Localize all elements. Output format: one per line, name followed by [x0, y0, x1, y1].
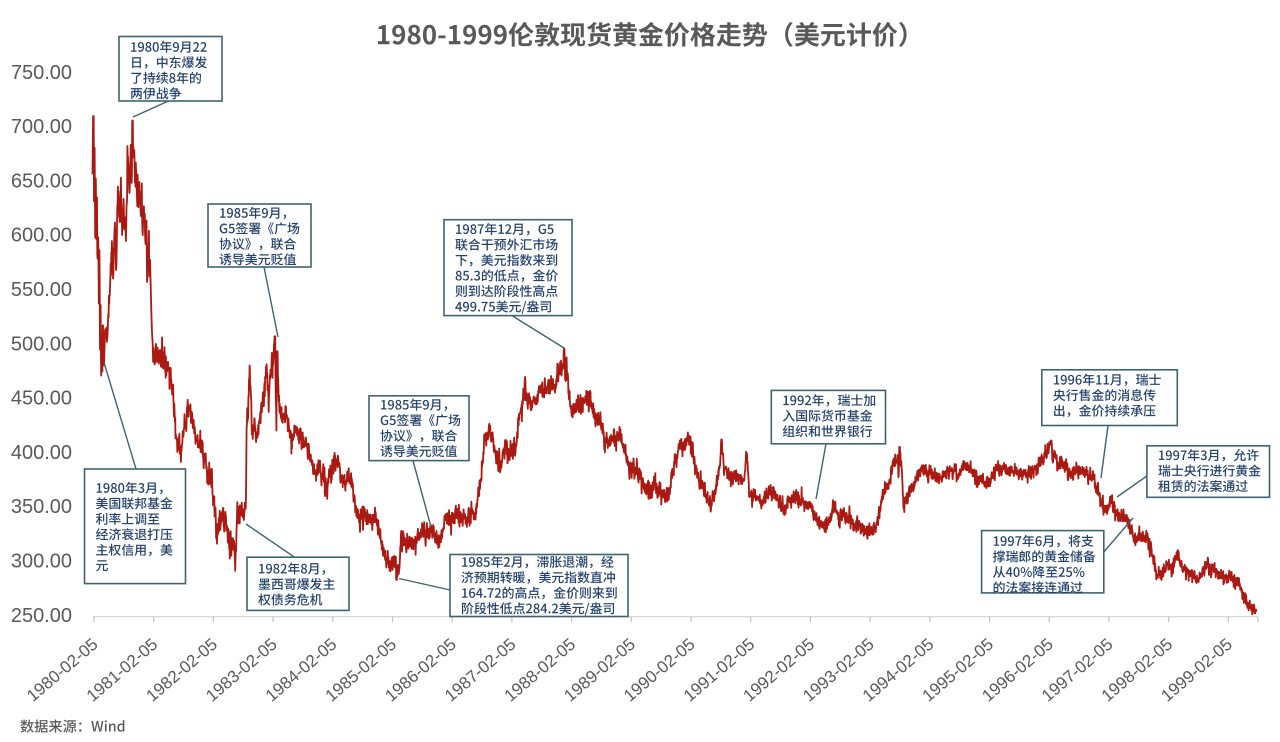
svg-text:700.00: 700.00 [11, 116, 72, 138]
svg-text:600.00: 600.00 [11, 225, 72, 247]
svg-text:500.00: 500.00 [11, 333, 72, 355]
svg-text:650.00: 650.00 [11, 170, 72, 192]
svg-text:400.00: 400.00 [11, 442, 72, 464]
svg-text:250.00: 250.00 [11, 605, 72, 627]
svg-text:350.00: 350.00 [11, 496, 72, 518]
svg-text:750.00: 750.00 [11, 62, 72, 84]
svg-text:450.00: 450.00 [11, 388, 72, 410]
svg-text:550.00: 550.00 [11, 279, 72, 301]
svg-text:300.00: 300.00 [11, 551, 72, 573]
